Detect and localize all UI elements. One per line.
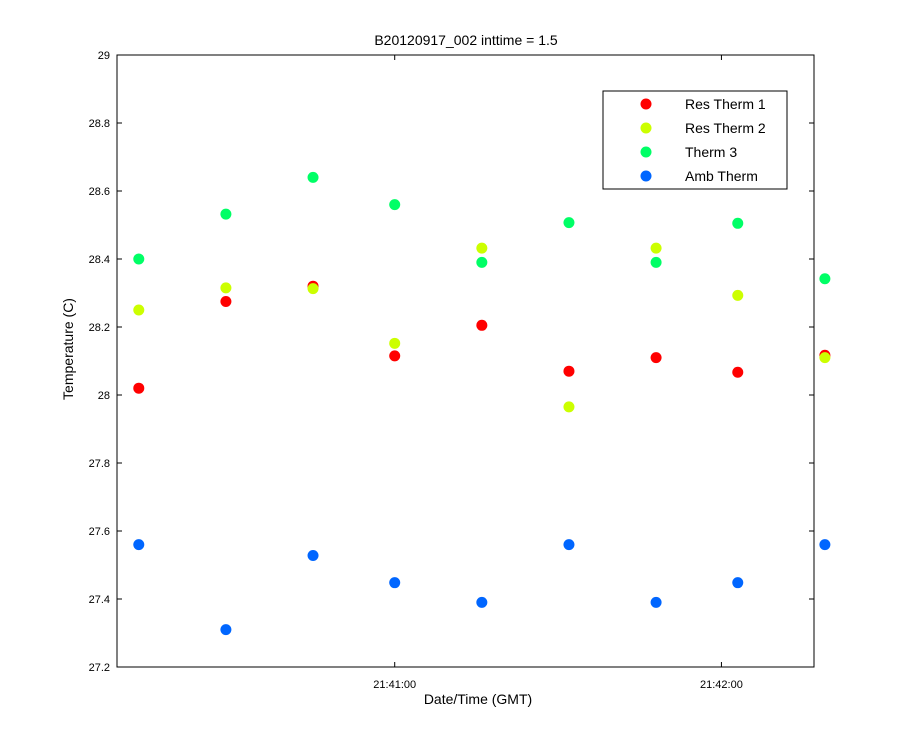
y-tick-label: 27.6 bbox=[89, 526, 110, 538]
y-tick-label: 28.4 bbox=[89, 254, 110, 266]
data-point bbox=[476, 256, 488, 268]
data-point bbox=[650, 596, 662, 608]
x-tick-label: 21:41:00 bbox=[373, 679, 416, 691]
y-tick-label: 27.2 bbox=[89, 662, 110, 674]
y-tick-label: 28.6 bbox=[89, 186, 110, 198]
legend-label: Amb Therm bbox=[685, 168, 758, 184]
data-point bbox=[650, 352, 662, 364]
data-point bbox=[133, 382, 145, 394]
data-point bbox=[307, 549, 319, 561]
y-tick-label: 28.2 bbox=[89, 322, 110, 334]
legend-marker bbox=[640, 98, 652, 110]
data-point bbox=[389, 577, 401, 589]
legend-marker bbox=[640, 122, 652, 134]
legend-marker bbox=[640, 146, 652, 158]
data-point bbox=[563, 217, 575, 229]
y-tick-label: 27.8 bbox=[89, 458, 110, 470]
data-point bbox=[732, 366, 744, 378]
y-tick-label: 29 bbox=[98, 50, 110, 62]
data-point bbox=[476, 242, 488, 254]
data-point bbox=[389, 350, 401, 362]
data-point bbox=[563, 401, 575, 413]
y-axis: 27.2 27.4 27.6 27.8 28 28.2 28.4 28.6 28.8 29 bbox=[89, 50, 814, 674]
data-point bbox=[389, 199, 401, 211]
data-point bbox=[650, 256, 662, 268]
legend-box bbox=[602, 90, 788, 190]
data-point bbox=[476, 319, 488, 331]
data-point bbox=[307, 171, 319, 183]
data-point bbox=[563, 539, 575, 551]
data-point bbox=[307, 283, 319, 295]
data-point bbox=[476, 596, 488, 608]
data-points bbox=[133, 171, 831, 636]
data-point bbox=[819, 352, 831, 364]
data-point bbox=[133, 539, 145, 551]
data-point bbox=[389, 337, 401, 349]
data-point bbox=[220, 296, 232, 307]
x-tick-label: 21:42:00 bbox=[700, 679, 743, 691]
y-tick-label: 28.8 bbox=[89, 118, 110, 130]
data-point bbox=[650, 242, 662, 254]
data-point bbox=[220, 624, 232, 636]
data-point bbox=[732, 289, 744, 301]
legend-marker bbox=[640, 170, 652, 182]
legend-label: Res Therm 1 bbox=[685, 96, 766, 112]
y-tick-label: 27.4 bbox=[89, 594, 110, 606]
data-point bbox=[819, 539, 831, 551]
legend-label: Res Therm 2 bbox=[685, 120, 766, 136]
x-axis-label: Date/Time (GMT) bbox=[424, 691, 532, 707]
data-point bbox=[220, 282, 232, 294]
data-point bbox=[563, 365, 575, 377]
chart-title: B20120917_002 inttime = 1.5 bbox=[374, 32, 558, 48]
y-axis-label: Temperature (C) bbox=[60, 298, 76, 400]
data-point bbox=[819, 273, 831, 285]
legend-label: Therm 3 bbox=[685, 144, 737, 160]
data-point bbox=[133, 304, 145, 316]
data-point bbox=[133, 253, 145, 265]
x-axis: 21:41:00 21:42:00 bbox=[373, 55, 743, 691]
data-point bbox=[732, 577, 744, 589]
legend: Res Therm 1 Res Therm 2 Therm 3 Amb Therm bbox=[602, 90, 788, 190]
data-point bbox=[220, 208, 232, 220]
y-tick-label: 28 bbox=[98, 390, 110, 402]
data-point bbox=[732, 217, 744, 229]
